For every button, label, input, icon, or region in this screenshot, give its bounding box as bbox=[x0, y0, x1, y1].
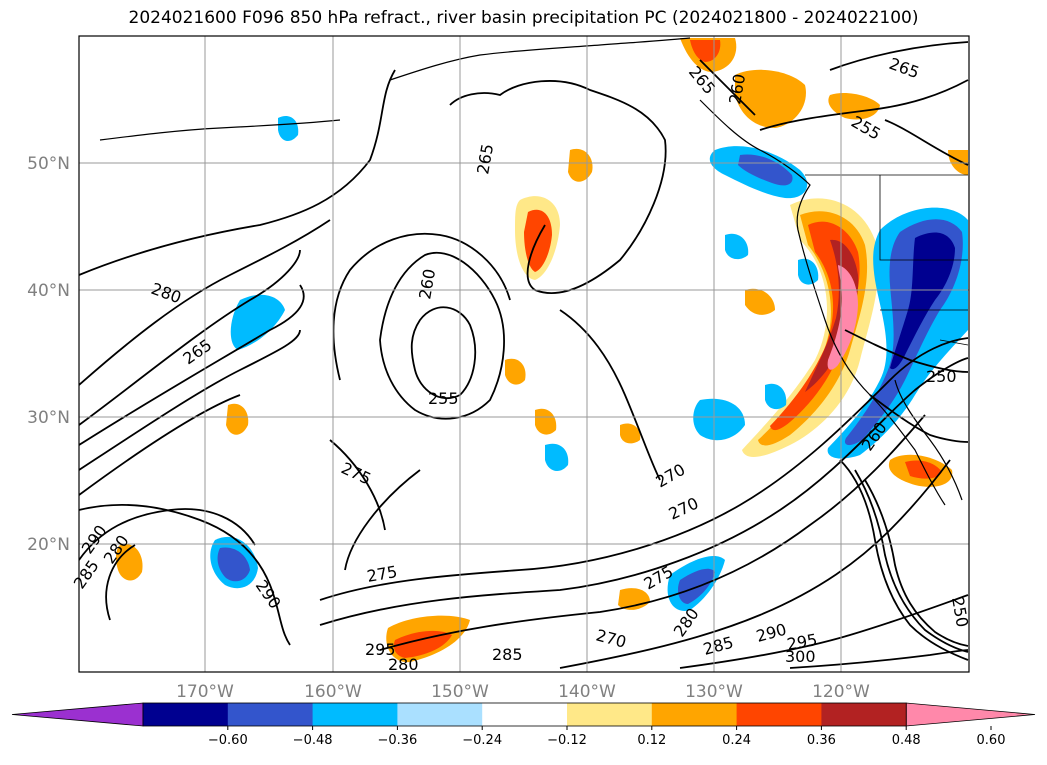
longitude-label: 130°W bbox=[685, 682, 743, 702]
colorbar-tick-label: −0.36 bbox=[377, 733, 417, 748]
coastlines bbox=[99, 37, 969, 506]
colorbar-tick-label: −0.12 bbox=[547, 733, 587, 748]
longitude-label: 140°W bbox=[558, 682, 616, 702]
colorbar-bin bbox=[821, 703, 907, 726]
colorbar-bin bbox=[736, 703, 822, 726]
contour-label: 285 bbox=[492, 645, 523, 664]
latitude-axis: 50°N 40°N 30°N 20°N bbox=[27, 154, 70, 555]
colorbar-tick-label: −0.60 bbox=[208, 733, 248, 748]
colorbar-tick-label: −0.24 bbox=[462, 733, 502, 748]
latitude-label: 20°N bbox=[27, 535, 70, 555]
colorbar-tick-label: 0.60 bbox=[977, 733, 1006, 748]
longitude-label: 150°W bbox=[431, 682, 489, 702]
colorbar-tick-label: −0.48 bbox=[293, 733, 333, 748]
colorbar-extend-high bbox=[905, 702, 1036, 727]
colorbar-bin bbox=[567, 703, 653, 726]
refractivity-contours bbox=[79, 41, 969, 669]
colorbar-bin bbox=[143, 703, 229, 726]
colorbar-frame bbox=[142, 702, 907, 727]
colorbar-tick-label: 0.36 bbox=[807, 733, 836, 748]
colorbar-tick-label: 0.48 bbox=[892, 733, 921, 748]
latitude-label: 50°N bbox=[27, 154, 70, 174]
colorbar-bin bbox=[651, 703, 738, 726]
graticule bbox=[79, 36, 969, 672]
colorbar-tick-label: 0.24 bbox=[722, 733, 751, 748]
colorbar-extend-low bbox=[11, 702, 144, 727]
contour-label: 300 bbox=[785, 647, 816, 666]
longitude-label: 120°W bbox=[812, 682, 870, 702]
colorbar-bin bbox=[482, 703, 568, 726]
colorbar: −0.60 −0.48 −0.36 −0.24 −0.12 0.12 0.24 0.36 0.4… bbox=[11, 702, 1036, 748]
contour-label: 255 bbox=[428, 389, 459, 408]
longitude-label: 170°W bbox=[176, 682, 234, 702]
map-title: 2024021600 F096 850 hPa refract., river … bbox=[128, 8, 919, 28]
longitude-label: 160°W bbox=[304, 682, 362, 702]
colorbar-bin bbox=[227, 703, 314, 726]
contour-label: 250 bbox=[926, 367, 957, 386]
colorbar-tick-label: 0.12 bbox=[637, 733, 666, 748]
contour-label: 280 bbox=[388, 655, 419, 674]
contour-label: 295 bbox=[365, 640, 396, 659]
colorbar-bin bbox=[397, 703, 483, 726]
latitude-label: 30°N bbox=[27, 408, 70, 428]
map-frame bbox=[78, 35, 970, 673]
precipitation-shading bbox=[115, 38, 968, 663]
latitude-label: 40°N bbox=[27, 281, 70, 301]
longitude-axis: 170°W 160°W 150°W 140°W 130°W 120°W bbox=[176, 682, 870, 702]
colorbar-bin bbox=[312, 703, 398, 726]
